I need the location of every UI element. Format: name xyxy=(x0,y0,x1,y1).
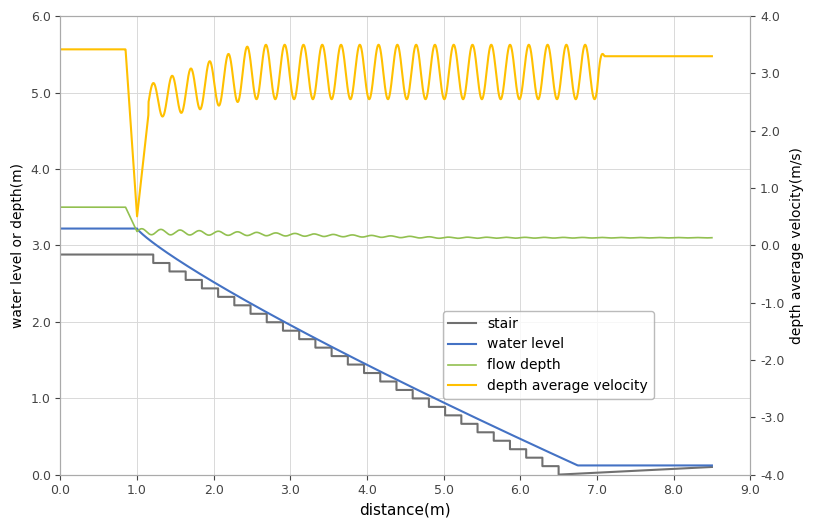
stair xyxy=(55,251,65,258)
depth average velocity xyxy=(624,53,634,59)
stair xyxy=(553,471,563,478)
water level xyxy=(434,397,443,404)
depth average velocity xyxy=(132,213,142,220)
Legend: stair, water level, flow depth, depth average velocity: stair, water level, flow depth, depth av… xyxy=(443,311,654,399)
flow depth xyxy=(688,234,698,241)
water level xyxy=(470,415,480,421)
water level xyxy=(95,225,105,232)
Y-axis label: depth average velocity(m/s): depth average velocity(m/s) xyxy=(790,147,804,344)
depth average velocity xyxy=(334,48,344,54)
stair xyxy=(181,268,191,275)
depth average velocity xyxy=(130,179,139,186)
Line: flow depth: flow depth xyxy=(60,207,712,238)
depth average velocity xyxy=(169,75,178,81)
stair xyxy=(473,429,482,435)
depth average velocity xyxy=(55,46,65,52)
flow depth xyxy=(372,233,382,240)
stair xyxy=(707,464,717,470)
water level xyxy=(451,405,460,412)
depth average velocity xyxy=(261,42,271,48)
water level xyxy=(707,462,717,469)
stair xyxy=(197,285,207,291)
water level xyxy=(617,462,627,469)
flow depth xyxy=(569,235,579,241)
Line: depth average velocity: depth average velocity xyxy=(60,45,712,216)
depth average velocity xyxy=(707,53,717,59)
water level xyxy=(573,462,583,469)
stair xyxy=(505,437,515,444)
X-axis label: distance(m): distance(m) xyxy=(359,503,452,518)
flow depth xyxy=(707,234,717,241)
flow depth xyxy=(453,235,463,241)
depth average velocity xyxy=(306,89,315,95)
depth average velocity xyxy=(694,53,704,59)
stair xyxy=(327,353,337,359)
flow depth xyxy=(689,234,698,241)
Y-axis label: water level or depth(m): water level or depth(m) xyxy=(11,163,25,328)
water level xyxy=(55,225,65,232)
flow depth xyxy=(89,204,99,211)
Line: water level: water level xyxy=(60,229,712,466)
stair xyxy=(553,471,563,478)
flow depth xyxy=(355,234,365,240)
water level xyxy=(549,452,559,458)
Line: stair: stair xyxy=(60,254,712,475)
flow depth xyxy=(55,204,65,211)
